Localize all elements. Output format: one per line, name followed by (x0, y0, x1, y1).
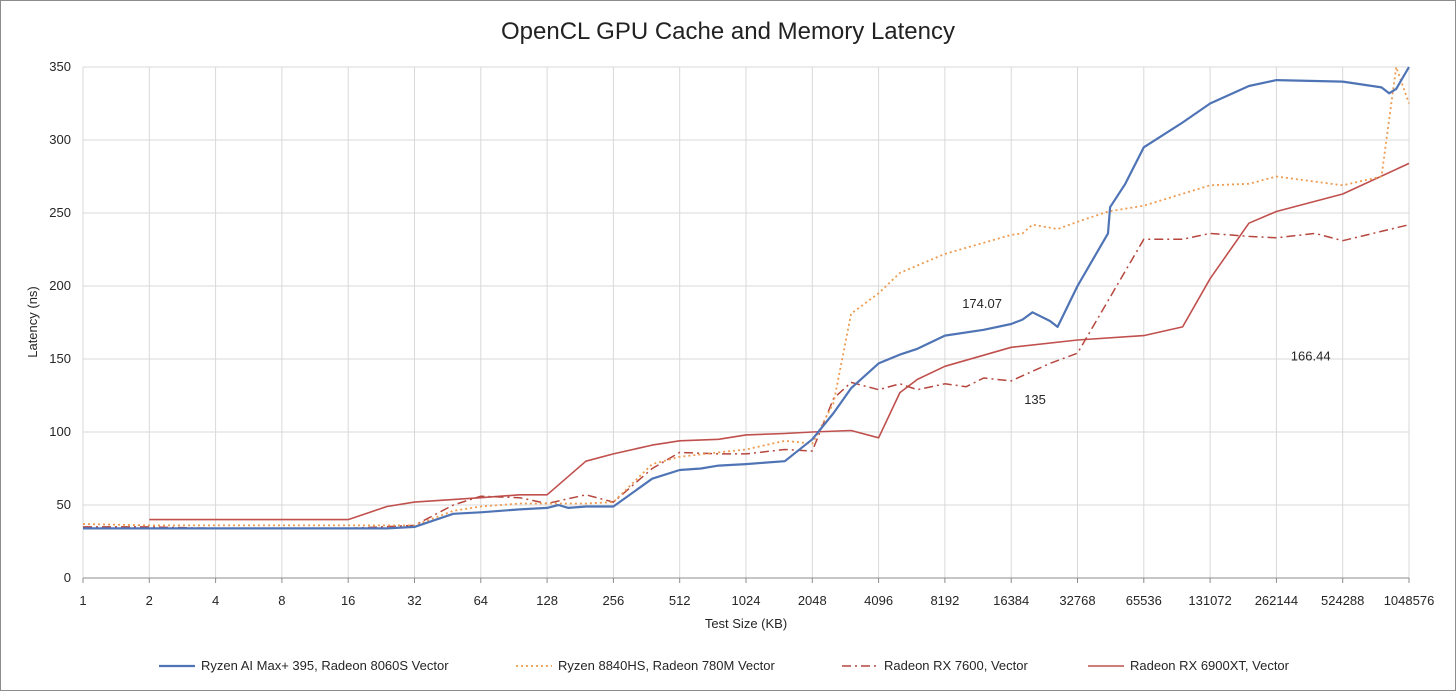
y-tick-label: 350 (49, 59, 71, 74)
y-axis-label: Latency (ns) (25, 286, 40, 358)
data-annotations: 174.07 166.44 135 (962, 296, 1330, 407)
x-tick-label: 131072 (1188, 593, 1231, 608)
y-tick-label: 150 (49, 351, 71, 366)
data-label: 166.44 (1291, 349, 1331, 364)
x-tick-label: 2 (146, 593, 153, 608)
x-tick-label: 512 (669, 593, 691, 608)
x-tick-label: 1024 (732, 593, 761, 608)
x-tick-label: 128 (536, 593, 558, 608)
series-line-4 (149, 162, 1410, 521)
x-tick-label: 256 (603, 593, 625, 608)
x-tick-labels: 1 2 4 8 16 32 64 128 256 512 1024 2048 4096 8192 16384… (79, 593, 1434, 608)
data-label: 174.07 (962, 296, 1002, 311)
gridlines (82, 66, 1410, 578)
y-tick-labels: 0 50 100 150 200 250 300 350 (49, 59, 71, 585)
x-tick-label: 1 (79, 593, 86, 608)
legend-label: Ryzen 8840HS, Radeon 780M Vector (558, 658, 775, 673)
x-tick-label: 16 (341, 593, 355, 608)
x-tick-label: 2048 (798, 593, 827, 608)
axes (82, 577, 1410, 583)
x-tick-label: 524288 (1321, 593, 1364, 608)
series-line-1 (83, 66, 1410, 530)
legend-label: Radeon RX 7600, Vector (884, 658, 1028, 673)
x-axis-label: Test Size (KB) (705, 616, 787, 631)
x-tick-label: 16384 (993, 593, 1029, 608)
series-line-2 (82, 66, 1410, 527)
y-tick-label: 100 (49, 424, 71, 439)
legend-label: Radeon RX 6900XT, Vector (1130, 658, 1290, 673)
y-tick-label: 0 (64, 570, 71, 585)
x-tick-label: 8192 (930, 593, 959, 608)
x-tick-label: 4 (212, 593, 219, 608)
series-lines (82, 66, 1410, 530)
x-tick-label: 4096 (864, 593, 893, 608)
y-tick-label: 200 (49, 278, 71, 293)
data-label: 135 (1024, 392, 1046, 407)
x-tick-label: 262144 (1255, 593, 1298, 608)
legend-label: Ryzen AI Max+ 395, Radeon 8060S Vector (201, 658, 449, 673)
legend: Ryzen AI Max+ 395, Radeon 8060S Vector Ry… (159, 658, 1290, 673)
x-tick-label: 1048576 (1384, 593, 1435, 608)
x-tick-label: 8 (278, 593, 285, 608)
y-tick-label: 300 (49, 132, 71, 147)
x-tick-label: 65536 (1126, 593, 1162, 608)
chart-title: OpenCL GPU Cache and Memory Latency (501, 18, 955, 45)
y-tick-label: 50 (57, 497, 71, 512)
x-tick-label: 64 (474, 593, 488, 608)
x-tick-label: 32 (407, 593, 421, 608)
x-tick-label: 32768 (1059, 593, 1095, 608)
y-tick-label: 250 (49, 205, 71, 220)
